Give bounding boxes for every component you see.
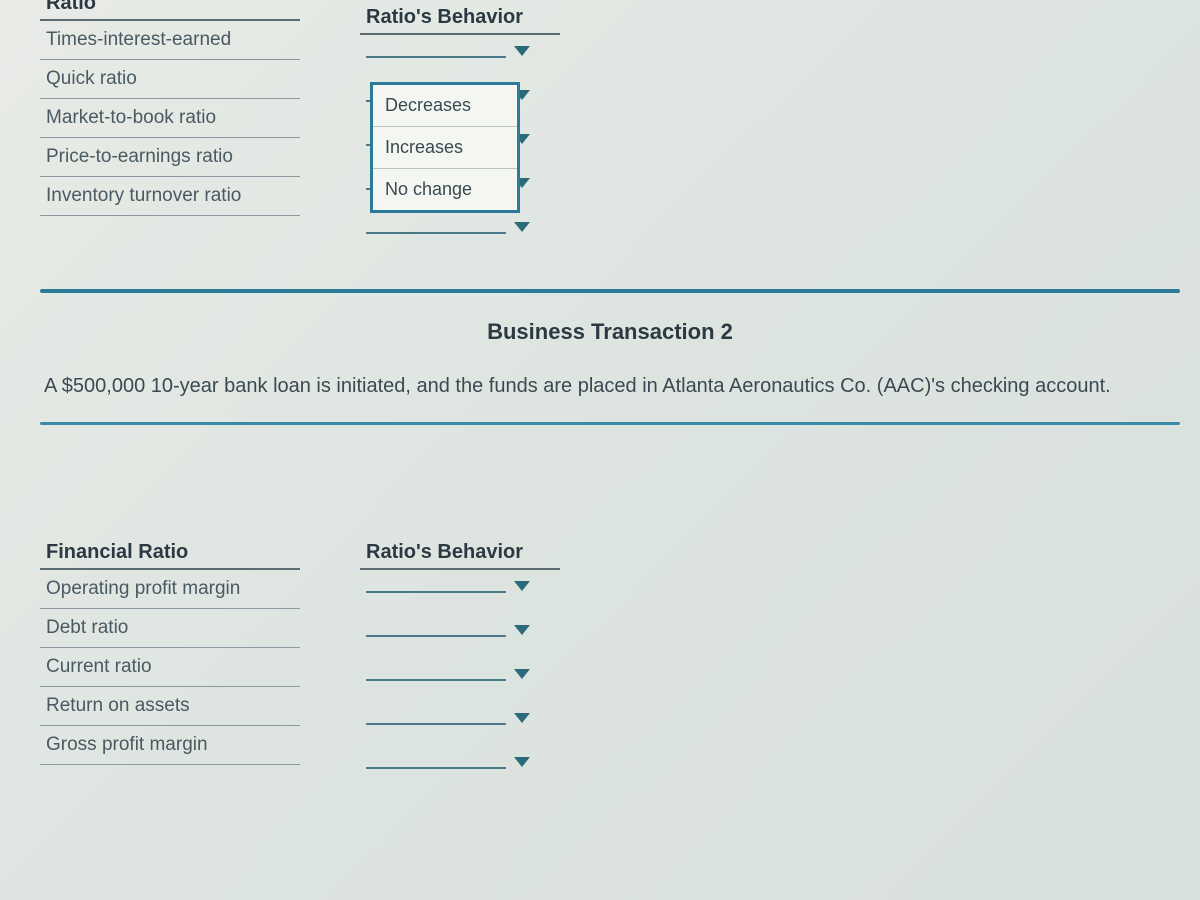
ratio-row: Gross profit margin [40,726,300,765]
ratio-row: Quick ratio [40,60,300,99]
chevron-down-icon [514,222,530,232]
section1-ratio-column: Ratio Times-interest-earned Quick ratio … [40,0,300,255]
chevron-down-icon [514,581,530,591]
section3-ratio-table: Financial Ratio Operating profit margin … [40,535,1180,790]
ratio-row: Times-interest-earned [40,21,300,60]
section3-right-header: Ratio's Behavior [360,535,560,570]
ratio-row: Inventory turnover ratio [40,177,300,216]
section2-body: A $500,000 10-year bank loan is initiate… [40,371,1180,402]
section1-left-header: Ratio [40,0,300,21]
ratio-row: Price-to-earnings ratio [40,138,300,177]
behavior-select-b3[interactable] [366,679,506,681]
ratio-row: Debt ratio [40,609,300,648]
section3-ratio-column: Financial Ratio Operating profit margin … [40,535,300,790]
behavior-select-b4[interactable] [366,723,506,725]
chevron-down-icon [514,713,530,723]
ratio-row: Market-to-book ratio [40,99,300,138]
behavior-select-b1[interactable] [366,591,506,593]
dropdown-option-decreases[interactable]: Decreases [373,85,517,127]
ratio-row: Operating profit margin [40,570,300,609]
section1-ratio-table: Ratio Times-interest-earned Quick ratio … [40,0,1180,255]
section1-right-header: Ratio's Behavior [360,0,560,35]
dropdown-option-nochange[interactable]: No change [373,169,517,210]
section2-title: Business Transaction 2 [40,319,1180,345]
ratio-row: Current ratio [40,648,300,687]
behavior-select-1[interactable] [366,56,506,58]
behavior-select-b2[interactable] [366,635,506,637]
behavior-select-5[interactable] [366,232,506,234]
section3-left-header: Financial Ratio [40,535,300,570]
divider [40,422,1180,425]
behavior-select-b5[interactable] [366,767,506,769]
chevron-down-icon [514,46,530,56]
section2: Business Transaction 2 A $500,000 10-yea… [40,319,1180,425]
chevron-down-icon [514,669,530,679]
dropdown-option-increases[interactable]: Increases [373,127,517,169]
chevron-down-icon [514,757,530,767]
section3-behavior-column: Ratio's Behavior [360,535,560,790]
chevron-down-icon [514,625,530,635]
behavior-dropdown-open: Decreases Increases No change [370,82,520,213]
divider [40,289,1180,293]
ratio-row: Return on assets [40,687,300,726]
